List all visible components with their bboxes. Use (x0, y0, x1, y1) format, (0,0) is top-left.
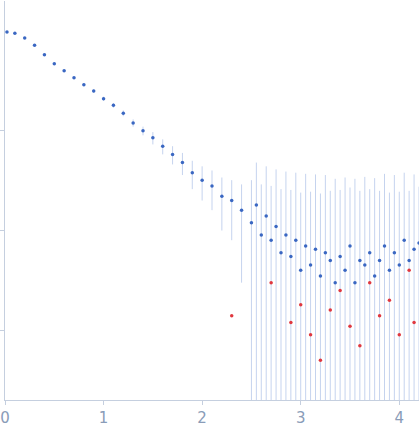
svg-text:4: 4 (395, 409, 405, 427)
svg-text:0: 0 (0, 409, 10, 427)
svg-text:2: 2 (197, 409, 207, 427)
svg-text:1: 1 (99, 409, 109, 427)
svg-text:3: 3 (296, 409, 306, 427)
